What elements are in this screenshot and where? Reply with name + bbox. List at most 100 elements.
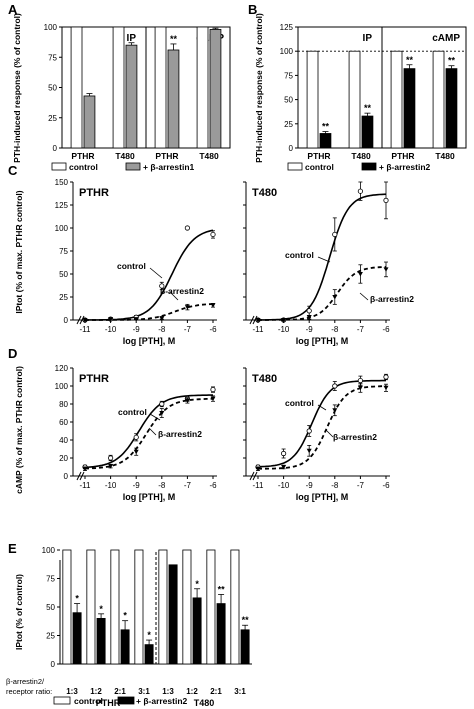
x-tick-label: -9 [133,325,141,334]
bar-treated [144,644,154,665]
bar-control [432,50,445,149]
y-tick-label: 50 [59,270,68,279]
y-tick-label: 40 [59,436,68,445]
x-tick-label: -6 [209,481,217,490]
axis-break-mark [79,471,85,481]
legend-label-control: control [74,696,103,706]
x-tick-label: -6 [382,481,390,490]
panel-letter-a: A [8,2,18,17]
axis-break-mark [76,315,82,325]
x-category-label: T480 [115,151,135,161]
x-axis-title: log [PTH], M [296,492,349,502]
x-tick-label: -10 [278,325,290,334]
ratio-label: 1:2 [186,687,198,696]
axis-break-mark [76,471,82,481]
group-label-pthr: PTHR [96,698,121,708]
data-point-arrestin2 [184,305,190,310]
significance-marker: * [75,594,79,604]
curve-label-control: control [285,398,314,408]
bar-control [182,549,192,665]
ratio-label: 3:1 [234,687,246,696]
data-point-control [332,383,338,389]
curve-label-pointer [169,291,179,301]
data-point-control [357,188,363,194]
data-point-arrestin2 [82,466,88,472]
data-point-arrestin2 [281,465,287,470]
panel-letter-e: E [8,541,17,556]
x-tick-label: -7 [357,325,365,334]
x-tick-label: -9 [306,481,314,490]
bar-treated [216,603,226,665]
legend-label-treated: + β-arrestin1 [143,162,195,172]
data-point-arrestin2 [332,295,338,300]
y-tick-label: 100 [44,23,58,32]
bar-treated [125,44,138,149]
curve-label-control: control [118,407,147,417]
data-point-arrestin2 [383,385,389,391]
bar-treated [361,115,374,149]
significance-marker: * [195,579,199,589]
y-tick-label: 100 [55,224,69,233]
axis-break-mark [249,315,255,325]
x-tick-label: -10 [105,481,117,490]
data-point-arrestin2 [210,396,216,402]
curve-label-pointer [325,429,334,438]
x-tick-label: -11 [80,325,92,334]
data-point-arrestin2 [383,267,389,272]
curve-label-arrestin2: β-arrestin2 [160,286,204,296]
fit-curve-control [258,379,386,468]
fit-curve-control [258,193,387,321]
ratio-row-title: β-arrestin2/ [6,677,45,686]
bar-treated [72,612,82,665]
fit-curve-control [85,229,214,321]
ratio-label: 2:1 [114,687,126,696]
curve-label-arrestin2: β-arrestin2 [333,432,377,442]
y-tick-label: 0 [51,660,56,669]
y-tick-label: 50 [284,96,293,105]
fit-curve-arrestin2 [257,385,387,470]
bar-treated [209,29,222,149]
subplot-title: PTHR [79,187,109,199]
curve-label-pointer [148,427,157,436]
x-tick-label: -7 [357,481,365,490]
panel-e-ylabel: IPtot (% of control) [14,574,24,650]
data-point-arrestin2 [255,318,261,323]
bar-control [196,26,209,149]
data-point-arrestin2 [133,317,139,322]
x-tick-label: -6 [382,325,390,334]
panel-d-ylabel: cAMP (% of max. PTHR control) [14,366,24,494]
x-axis-title: log [PTH], M [123,492,176,502]
x-category-label: PTHR [155,151,178,161]
y-tick-label: 50 [46,603,55,612]
x-tick-label: -6 [209,325,217,334]
y-tick-label: 100 [280,47,294,56]
axis-break-mark [252,471,258,481]
y-tick-label: 25 [46,632,55,641]
curve-label-pointer [149,267,163,279]
legend-swatch-treated [117,696,135,705]
data-point-arrestin2 [281,318,287,323]
subplot-title: T480 [252,373,277,385]
fit-curve-control [84,394,213,469]
x-axis-title: log [PTH], M [296,336,349,346]
data-point-arrestin2 [357,385,363,391]
bar-control [70,26,83,149]
x-category-label: T480 [199,151,219,161]
y-tick-label: 0 [289,144,294,153]
bar-treated [168,564,178,665]
ratio-label: 3:1 [138,687,150,696]
curve-label-arrestin2: β-arrestin2 [158,429,202,439]
y-tick-label: 50 [48,84,57,93]
data-point-arrestin2 [332,408,338,413]
data-point-arrestin2 [306,448,312,454]
legend-swatch-control [53,696,71,705]
data-point-control [133,434,139,440]
legend-label-control: control [305,162,334,172]
x-tick-label: -9 [306,325,314,334]
panel-a-ylabel: PTH-induced response (% of control) [12,13,22,163]
curve-label-arrestin2: β-arrestin2 [370,294,414,304]
x-category-label: PTHR [307,151,330,161]
panel-b-ylabel: PTH-induced response (% of control) [254,13,264,163]
axis-break-mark [252,315,258,325]
legend-swatch-control [287,162,303,171]
